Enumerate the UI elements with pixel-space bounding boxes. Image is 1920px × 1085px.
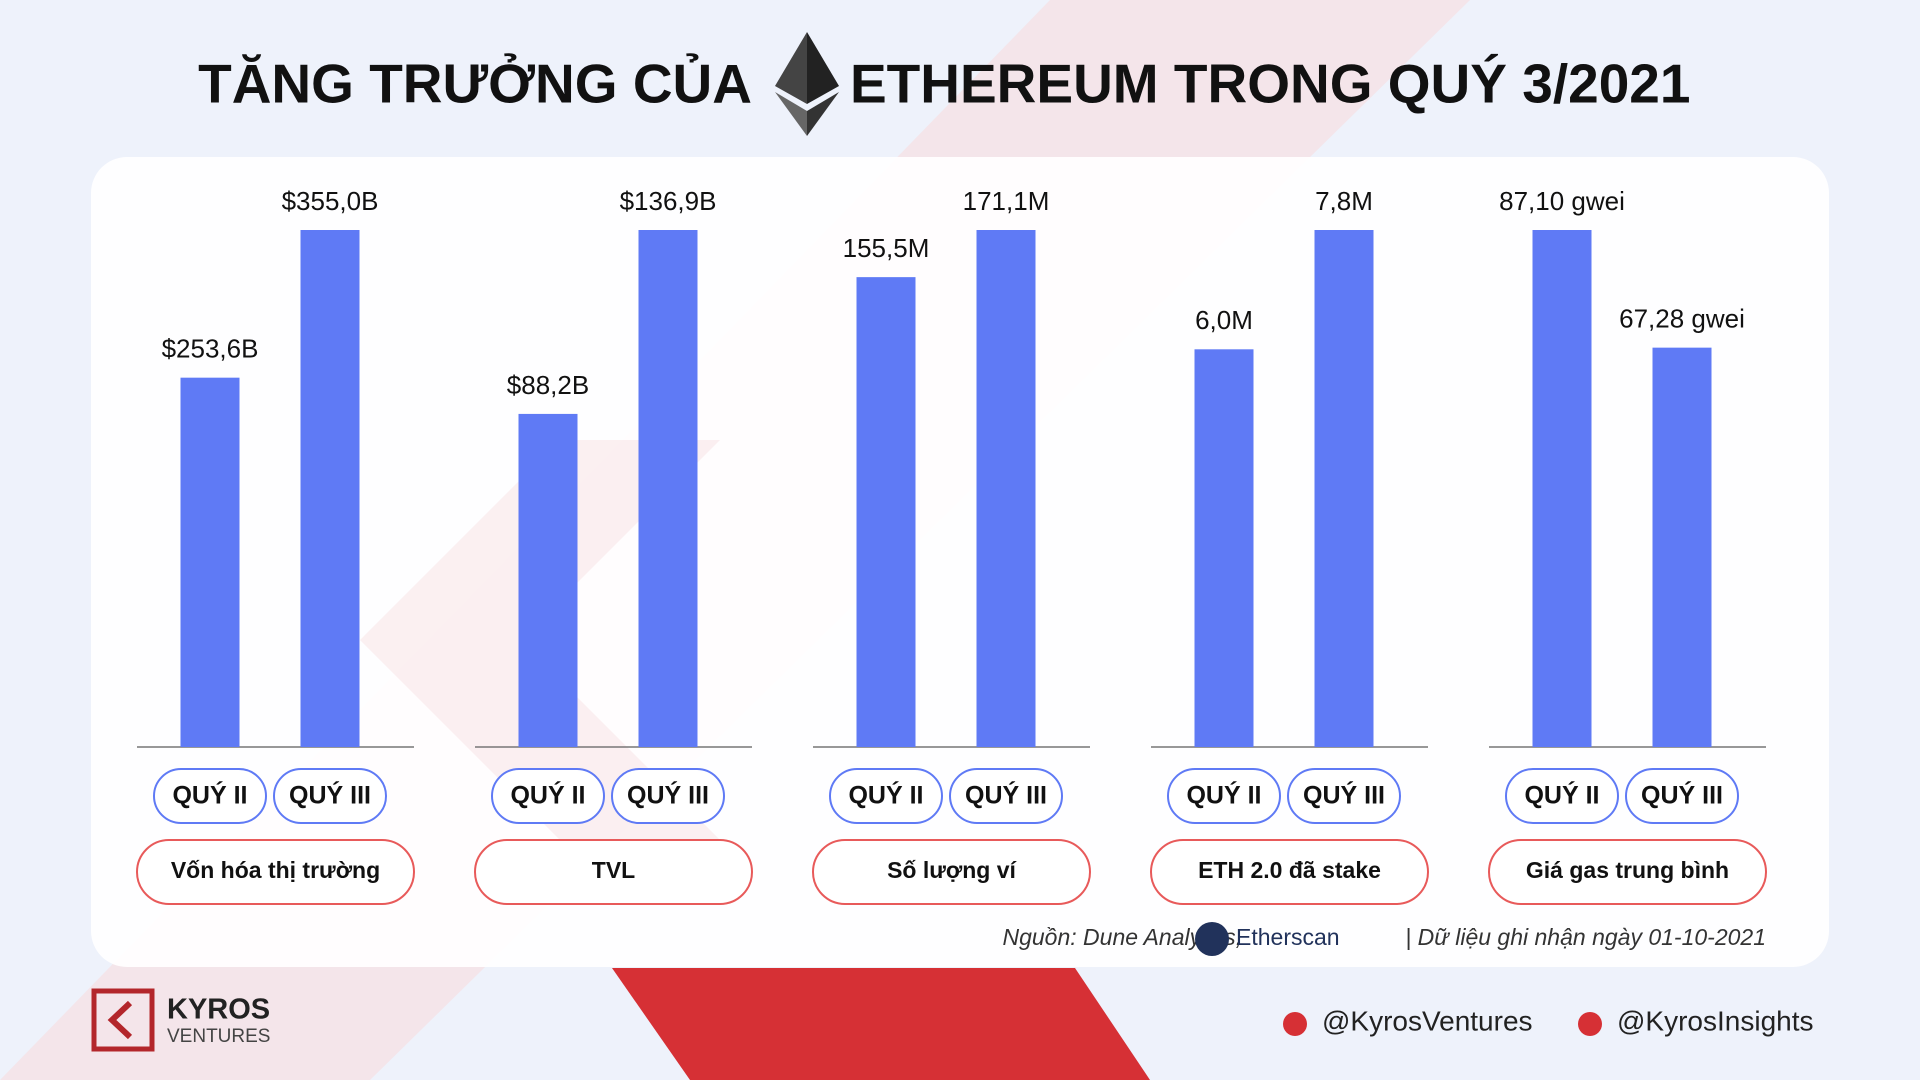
category-pill — [491, 768, 605, 824]
category-pill — [611, 768, 725, 824]
category-label: QUÝ II — [848, 780, 923, 810]
source-suffix: | Dữ liệu ghi nhận ngày 01-10-2021 — [1405, 924, 1766, 950]
category-label: QUÝ III — [627, 780, 709, 810]
category-label: QUÝ III — [1303, 780, 1385, 810]
category-label: QUÝ II — [1186, 780, 1261, 810]
bar — [1194, 349, 1254, 747]
value-label: $253,6B — [162, 334, 259, 364]
category-label: QUÝ III — [1641, 780, 1723, 810]
metric-pill — [812, 839, 1091, 905]
bar — [1532, 230, 1592, 747]
metric-pill — [136, 839, 415, 905]
category-pill — [829, 768, 943, 824]
value-label: 6,0M — [1195, 305, 1253, 335]
value-label: 155,5M — [843, 233, 930, 263]
category-pill — [1505, 768, 1619, 824]
logo-name: KYROS — [167, 994, 270, 1026]
bar — [1652, 347, 1712, 747]
bar — [518, 413, 578, 747]
eth-logo — [775, 32, 839, 136]
title-left: TĂNG TRƯỞNG CỦA — [198, 53, 752, 115]
bar — [300, 230, 360, 747]
value-label: 7,8M — [1315, 186, 1373, 216]
metric-pill — [474, 839, 753, 905]
source-brand: Etherscan — [1236, 924, 1340, 950]
metric-pill — [1488, 839, 1767, 905]
etherscan-icon — [1195, 922, 1229, 956]
title-right: ETHEREUM TRONG QUÝ 3/2021 — [850, 53, 1690, 115]
telegram-icon — [1578, 1012, 1602, 1036]
value-label: 87,10 gwei — [1499, 186, 1625, 216]
logo-mark — [107, 1000, 133, 1040]
value-label: 67,28 gwei — [1619, 304, 1745, 334]
value-label: $88,2B — [507, 370, 589, 400]
logo-sub: VENTURES — [167, 1026, 270, 1047]
logo-box — [91, 988, 155, 1052]
metric-title: ETH 2.0 đã stake — [1198, 857, 1381, 883]
bar — [638, 230, 698, 747]
telegram-handle: @KyrosInsights — [1617, 1005, 1814, 1036]
category-pill — [273, 768, 387, 824]
bar — [976, 230, 1036, 747]
metric-pill — [1150, 839, 1429, 905]
category-pill — [1287, 768, 1401, 824]
category-label: QUÝ II — [1524, 780, 1599, 810]
bar — [180, 377, 240, 747]
metric-title: Giá gas trung bình — [1526, 857, 1729, 883]
bar — [856, 277, 916, 747]
category-label: QUÝ II — [510, 780, 585, 810]
value-label: $136,9B — [620, 186, 717, 216]
category-pill — [949, 768, 1063, 824]
metric-title: TVL — [592, 857, 635, 883]
metric-title: Vốn hóa thị trường — [171, 857, 380, 883]
decor-red — [612, 968, 1150, 1080]
category-label: QUÝ III — [965, 780, 1047, 810]
value-label: $355,0B — [282, 186, 379, 216]
twitter-icon — [1283, 1012, 1307, 1036]
metric-title: Số lượng ví — [887, 857, 1017, 883]
category-pill — [153, 768, 267, 824]
twitter-handle: @KyrosVentures — [1322, 1005, 1533, 1036]
bar — [1314, 230, 1374, 747]
value-label: 171,1M — [963, 186, 1050, 216]
category-label: QUÝ III — [289, 780, 371, 810]
category-pill — [1167, 768, 1281, 824]
category-label: QUÝ II — [172, 780, 247, 810]
category-pill — [1625, 768, 1739, 824]
